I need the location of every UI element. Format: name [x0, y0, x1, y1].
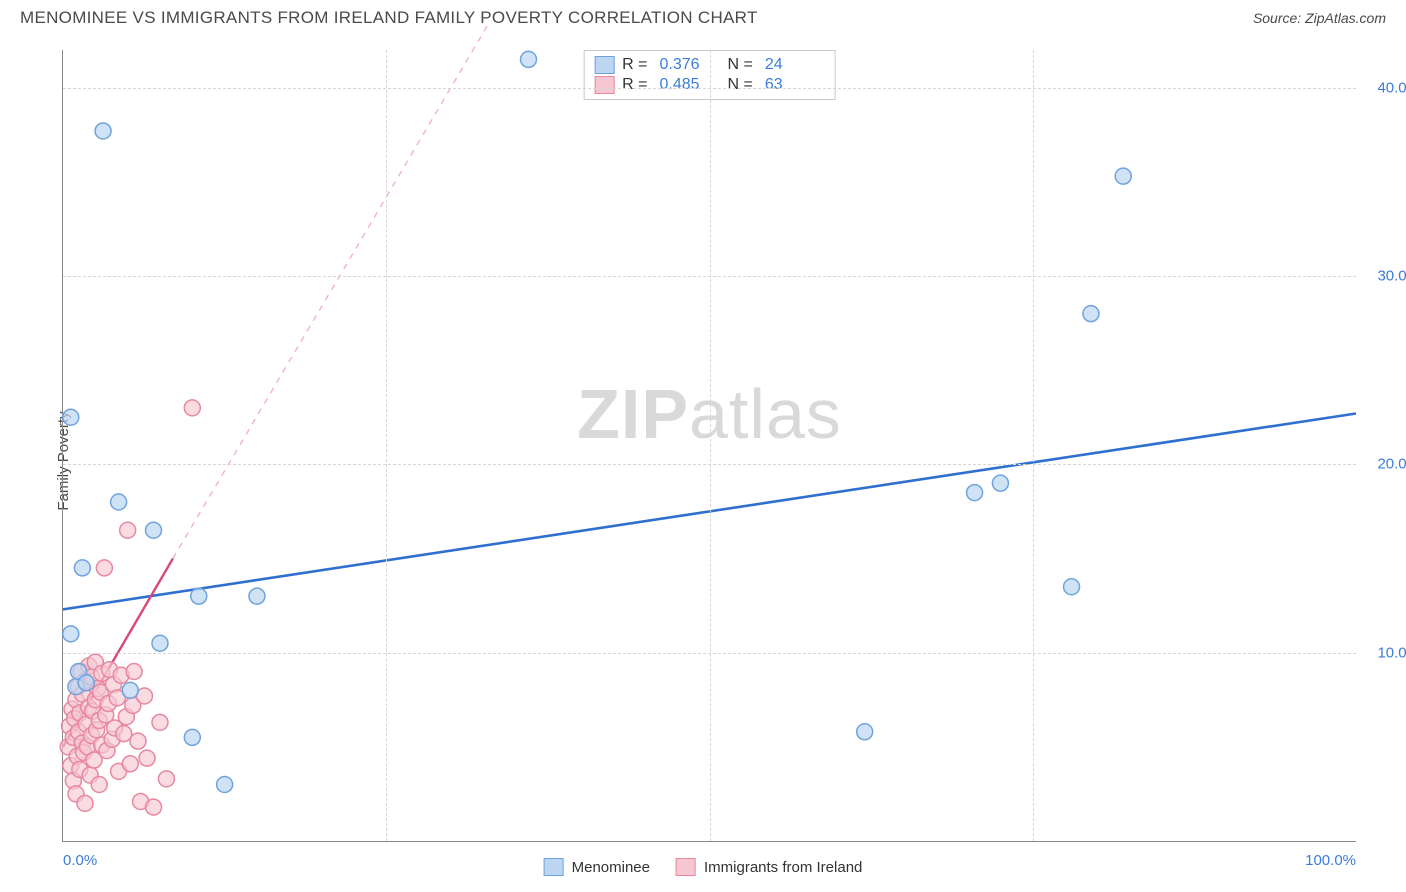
- data-point: [1083, 306, 1099, 322]
- y-tick-label: 30.0%: [1377, 268, 1406, 285]
- legend-swatch: [594, 76, 614, 94]
- gridline: [1033, 50, 1034, 841]
- legend-swatch: [544, 858, 564, 876]
- trendline-dash: [173, 22, 490, 559]
- data-point: [152, 714, 168, 730]
- x-tick-label: 0.0%: [63, 852, 97, 869]
- legend-n-label: N =: [728, 56, 753, 74]
- data-point: [152, 635, 168, 651]
- data-point: [78, 675, 94, 691]
- data-point: [1064, 579, 1080, 595]
- data-point: [217, 777, 233, 793]
- data-point: [63, 626, 79, 642]
- legend-r-label: R =: [622, 56, 647, 74]
- data-point: [122, 756, 138, 772]
- data-point: [95, 123, 111, 139]
- legend-n-label: N =: [728, 76, 753, 94]
- gridline: [386, 50, 387, 841]
- data-point: [249, 588, 265, 604]
- data-point: [77, 795, 93, 811]
- data-point: [122, 682, 138, 698]
- legend-n-value: 24: [765, 56, 825, 74]
- data-point: [116, 726, 132, 742]
- data-point: [158, 771, 174, 787]
- gridline: [710, 50, 711, 841]
- legend-r-value: 0.485: [660, 76, 720, 94]
- y-tick-label: 20.0%: [1377, 456, 1406, 473]
- series-legend-item: Menominee: [544, 858, 650, 876]
- series-legend: Menominee Immigrants from Ireland: [544, 858, 863, 876]
- legend-swatch: [594, 56, 614, 74]
- series-legend-item: Immigrants from Ireland: [676, 858, 862, 876]
- data-point: [520, 51, 536, 67]
- data-point: [191, 588, 207, 604]
- legend-r-label: R =: [622, 76, 647, 94]
- y-tick-label: 40.0%: [1377, 79, 1406, 96]
- data-point: [74, 560, 90, 576]
- legend-swatch: [676, 858, 696, 876]
- legend-r-value: 0.376: [660, 56, 720, 74]
- plot-area: ZIPatlas R =0.376N =24R =0.485N =63 10.0…: [62, 50, 1356, 842]
- series-legend-label: Immigrants from Ireland: [704, 859, 862, 876]
- data-point: [63, 409, 79, 425]
- x-tick-label: 100.0%: [1305, 852, 1356, 869]
- chart-container: Family Poverty ZIPatlas R =0.376N =24R =…: [20, 40, 1386, 882]
- data-point: [146, 522, 162, 538]
- data-point: [184, 729, 200, 745]
- data-point: [146, 799, 162, 815]
- data-point: [857, 724, 873, 740]
- data-point: [111, 494, 127, 510]
- chart-title: MENOMINEE VS IMMIGRANTS FROM IRELAND FAM…: [20, 8, 758, 28]
- data-point: [139, 750, 155, 766]
- data-point: [130, 733, 146, 749]
- data-point: [1115, 168, 1131, 184]
- data-point: [967, 485, 983, 501]
- data-point: [126, 664, 142, 680]
- data-point: [184, 400, 200, 416]
- legend-n-value: 63: [765, 76, 825, 94]
- data-point: [992, 475, 1008, 491]
- data-point: [120, 522, 136, 538]
- data-point: [91, 777, 107, 793]
- chart-source: Source: ZipAtlas.com: [1253, 10, 1386, 26]
- series-legend-label: Menominee: [572, 859, 650, 876]
- data-point: [96, 560, 112, 576]
- y-tick-label: 10.0%: [1377, 644, 1406, 661]
